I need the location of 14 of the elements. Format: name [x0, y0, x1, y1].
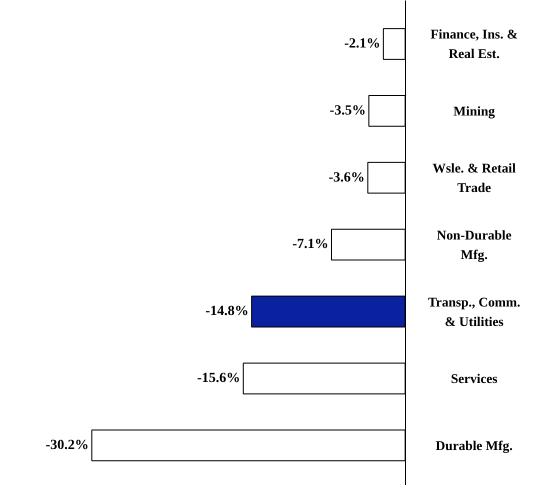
data-label: -2.1% — [344, 36, 380, 52]
y-tick-label: Wsle. & Retail Trade — [432, 160, 516, 196]
data-label: -30.2% — [46, 438, 89, 453]
data-label: -14.8% — [205, 304, 249, 320]
y-tick-label: Transp., Comm. & Utilities — [428, 294, 520, 329]
data-label: -3.6% — [328, 170, 365, 186]
y-tick-label: Non-Durable Mfg. — [436, 227, 512, 262]
y-tick-label: Mining — [453, 103, 496, 118]
data-label: -15.6% — [197, 370, 240, 386]
y-tick-label: Finance, Ins. & Real Est. — [430, 26, 518, 62]
y-tick-label: Services — [450, 370, 498, 386]
data-label: -3.5% — [330, 103, 366, 118]
y-tick-label: Durable Mfg. — [436, 438, 513, 453]
data-label: -7.1% — [292, 237, 328, 252]
